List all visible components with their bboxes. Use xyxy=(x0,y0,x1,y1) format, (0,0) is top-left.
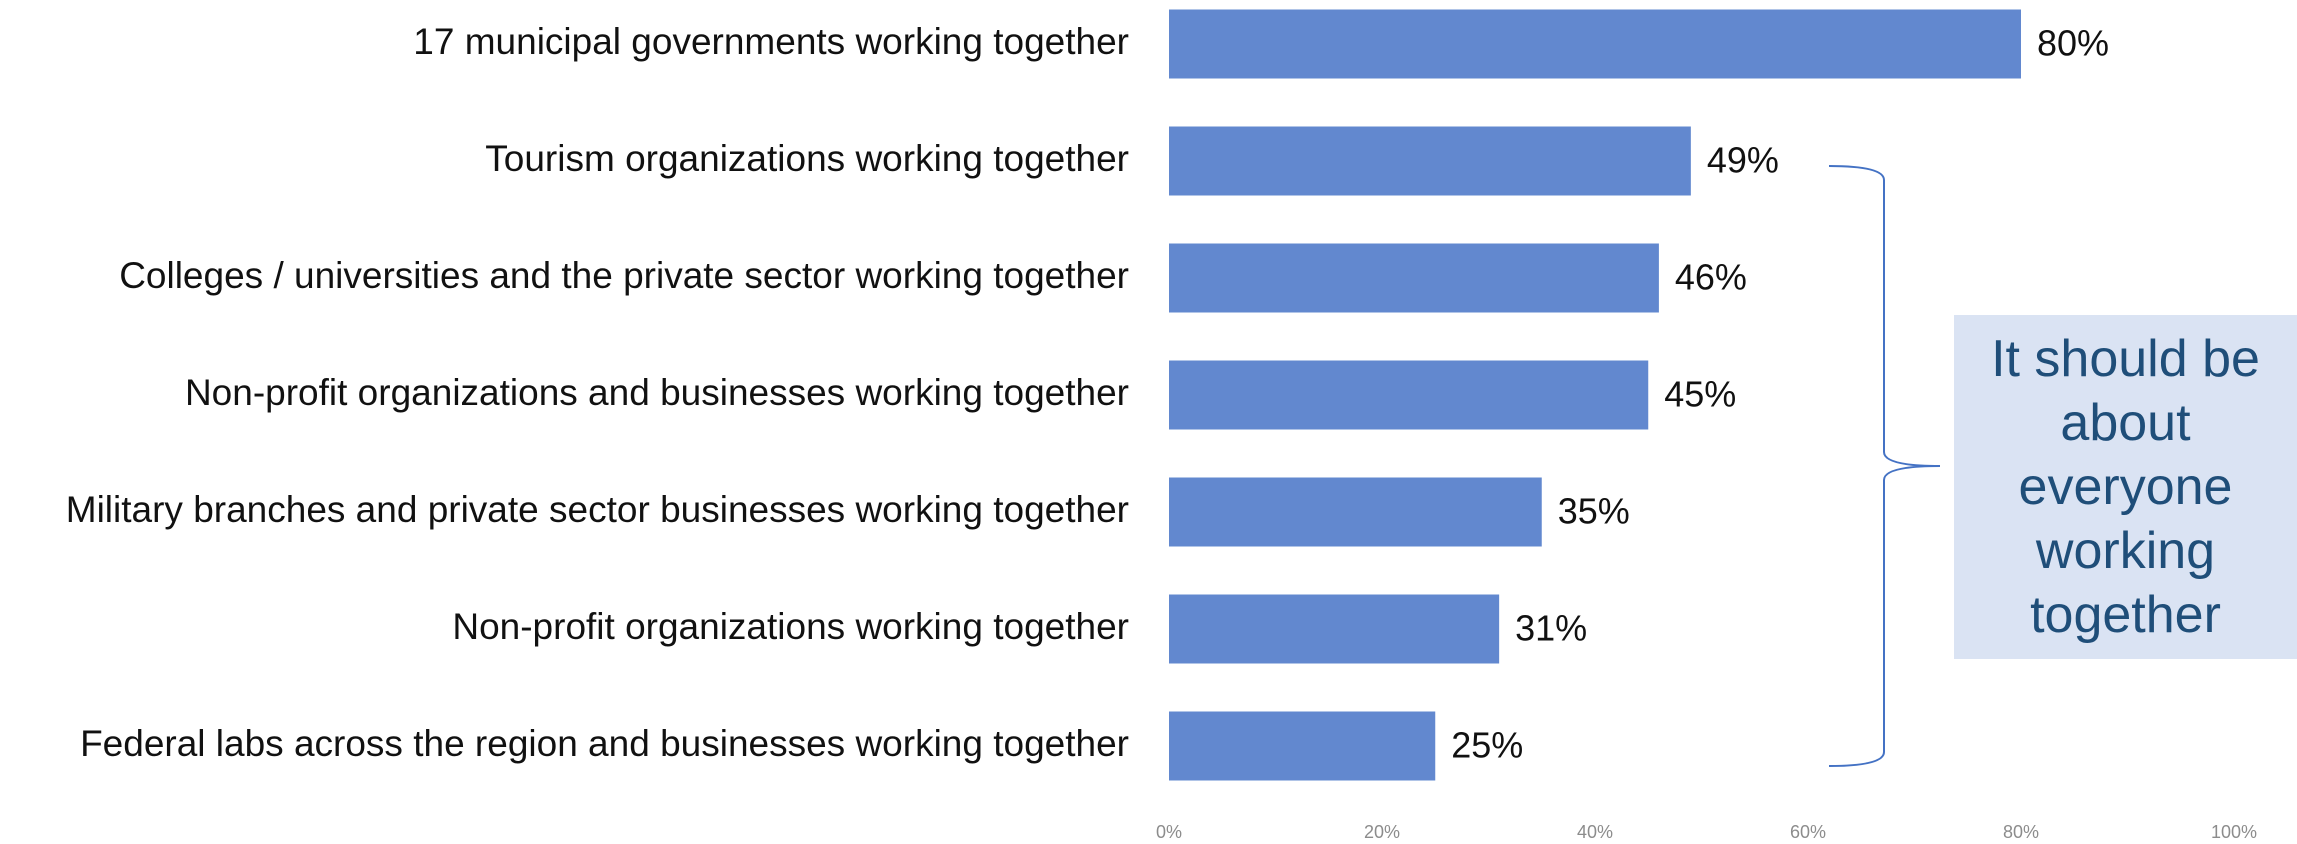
brace xyxy=(1828,165,1941,767)
bar xyxy=(1169,9,2021,79)
bar xyxy=(1169,594,1500,664)
category-label: Colleges / universities and the private … xyxy=(119,255,1129,296)
x-tick-label: 100% xyxy=(2211,822,2257,842)
category-label: Military branches and private sector bus… xyxy=(66,489,1129,530)
category-label: Non-profit organizations working togethe… xyxy=(452,606,1129,647)
category-label: Tourism organizations working together xyxy=(485,138,1129,179)
value-label: 25% xyxy=(1451,725,1523,766)
x-tick-label: 0% xyxy=(1156,822,1182,842)
value-label: 35% xyxy=(1558,491,1630,532)
value-label: 46% xyxy=(1675,257,1747,298)
annotation: It should be about everyone working toge… xyxy=(1954,315,2297,659)
category-label: 17 municipal governments working togethe… xyxy=(413,21,1129,62)
x-tick-label: 20% xyxy=(1364,822,1400,842)
category-label: Federal labs across the region and busin… xyxy=(80,723,1129,764)
value-label: 45% xyxy=(1664,374,1736,415)
category-label: Non-profit organizations and businesses … xyxy=(185,372,1129,413)
x-tick-label: 60% xyxy=(1790,822,1826,842)
bar xyxy=(1169,243,1659,313)
value-label: 80% xyxy=(2037,23,2109,64)
bar xyxy=(1169,477,1542,547)
x-tick-label: 80% xyxy=(2003,822,2039,842)
value-label: 31% xyxy=(1515,608,1587,649)
x-tick-label: 40% xyxy=(1577,822,1613,842)
bar xyxy=(1169,126,1691,196)
value-label: 49% xyxy=(1707,140,1779,181)
bar xyxy=(1169,711,1436,781)
bar xyxy=(1169,360,1649,430)
